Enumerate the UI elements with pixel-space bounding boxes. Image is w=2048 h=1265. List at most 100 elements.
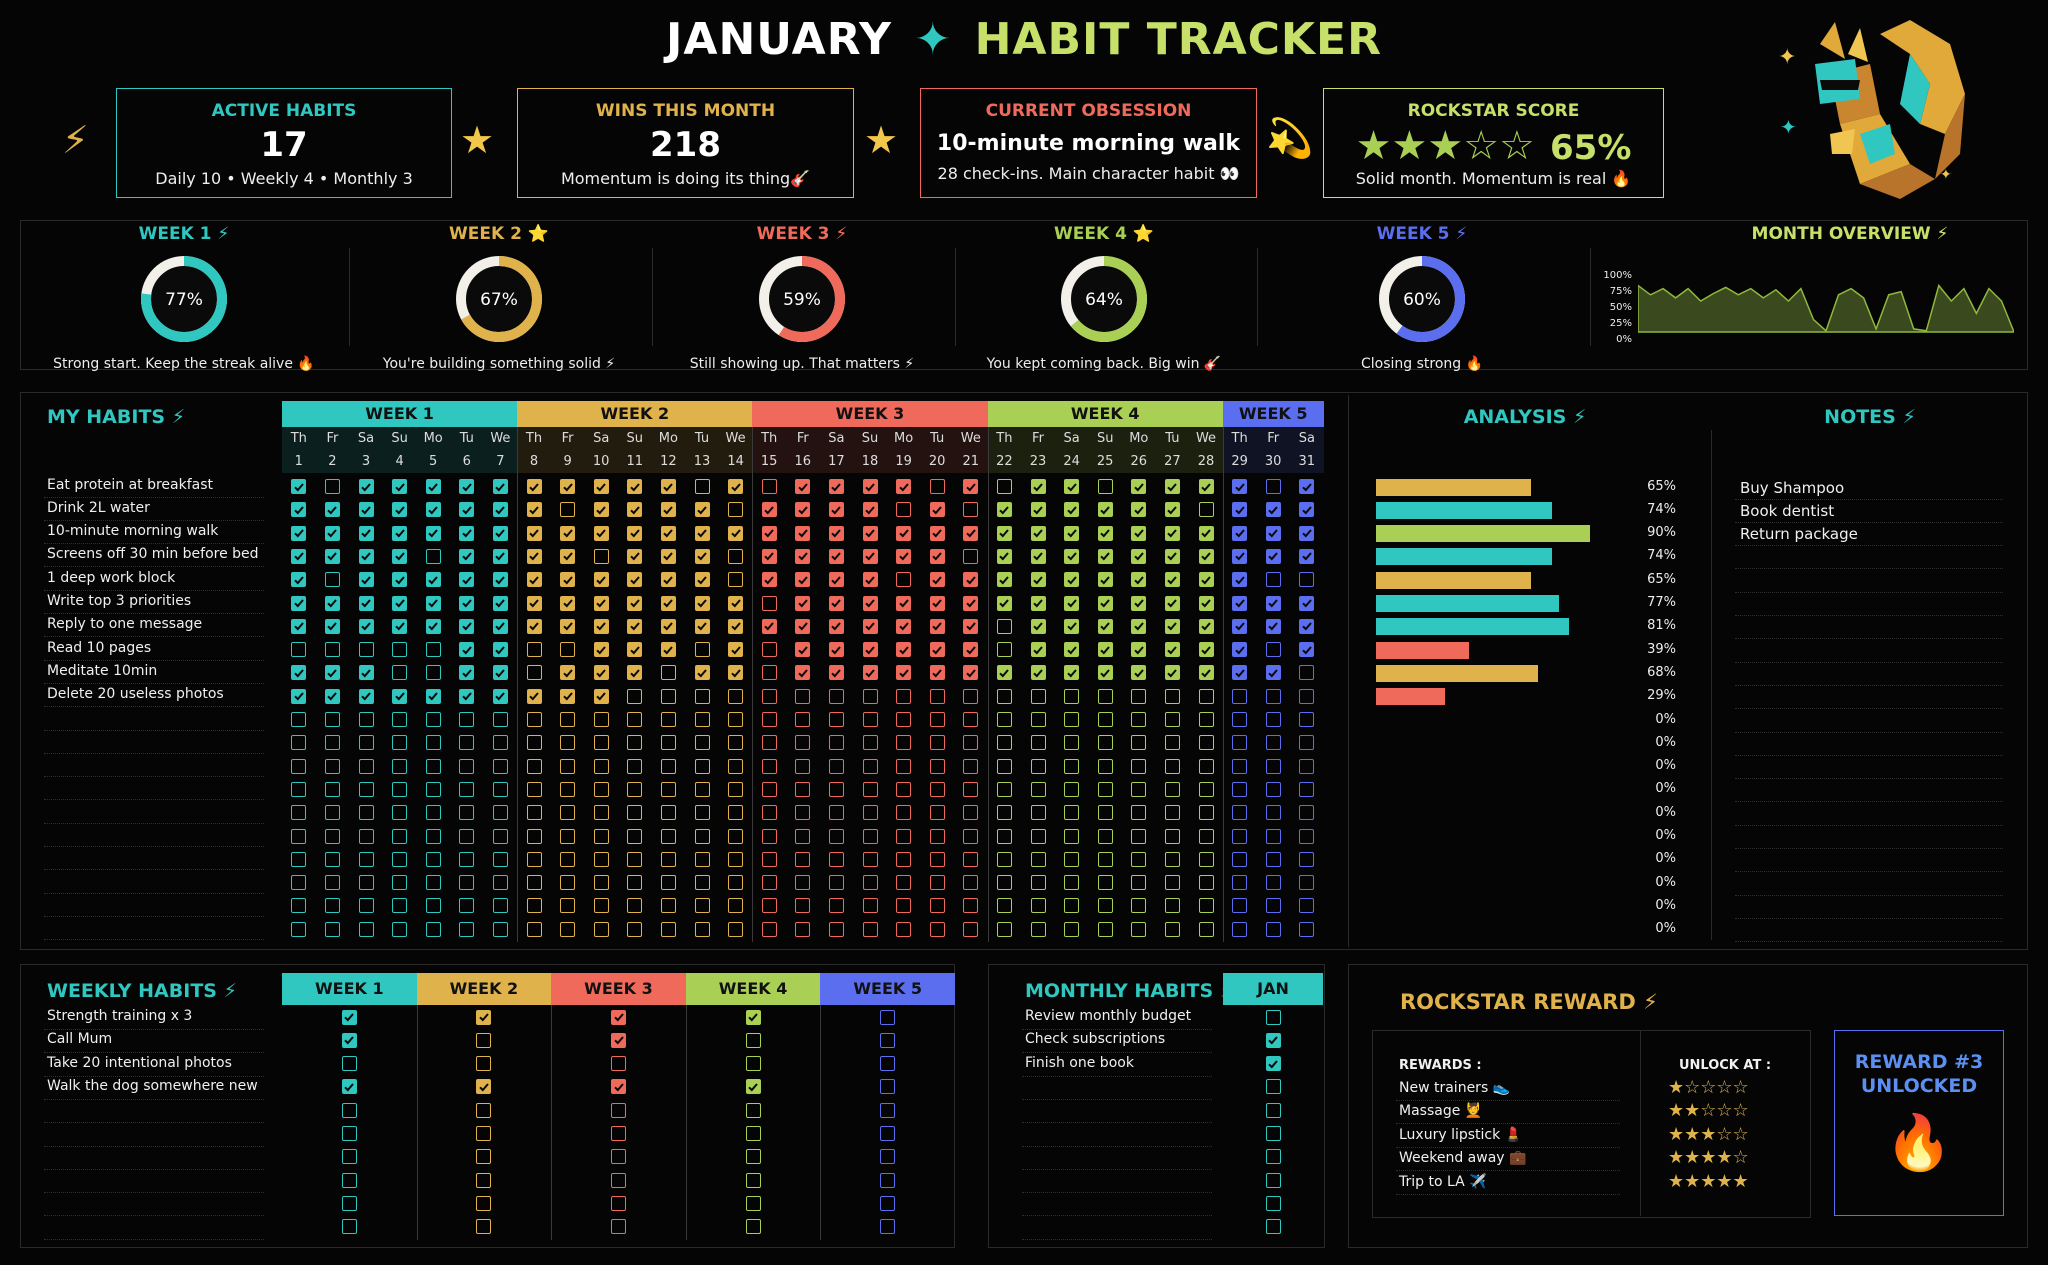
habit-checkbox[interactable] — [1098, 759, 1113, 774]
habit-checkbox[interactable] — [291, 689, 306, 704]
habit-checkbox[interactable] — [1266, 619, 1281, 634]
habit-checkbox[interactable] — [392, 759, 407, 774]
habit-checkbox[interactable] — [1266, 898, 1281, 913]
habit-checkbox[interactable] — [594, 596, 609, 611]
habit-checkbox[interactable] — [896, 526, 911, 541]
habit-checkbox[interactable] — [963, 689, 978, 704]
habit-checkbox[interactable] — [359, 875, 374, 890]
habit-checkbox[interactable] — [1299, 898, 1314, 913]
habit-checkbox[interactable] — [1098, 619, 1113, 634]
weekly-checkbox[interactable] — [746, 1126, 761, 1141]
habit-checkbox[interactable] — [1064, 922, 1079, 937]
weekly-checkbox[interactable] — [342, 1033, 357, 1048]
habit-checkbox[interactable] — [1165, 502, 1180, 517]
habit-checkbox[interactable] — [594, 852, 609, 867]
weekly-checkbox[interactable] — [476, 1126, 491, 1141]
habit-checkbox[interactable] — [527, 735, 542, 750]
habit-checkbox[interactable] — [493, 502, 508, 517]
habit-checkbox[interactable] — [661, 782, 676, 797]
habit-checkbox[interactable] — [863, 782, 878, 797]
habit-checkbox[interactable] — [359, 805, 374, 820]
habit-name[interactable]: 10-minute morning walk — [47, 523, 218, 539]
habit-checkbox[interactable] — [1299, 572, 1314, 587]
habit-checkbox[interactable] — [1266, 549, 1281, 564]
habit-checkbox[interactable] — [695, 712, 710, 727]
habit-checkbox[interactable] — [896, 502, 911, 517]
habit-checkbox[interactable] — [1299, 689, 1314, 704]
weekly-checkbox[interactable] — [611, 1103, 626, 1118]
habit-checkbox[interactable] — [997, 572, 1012, 587]
habit-checkbox[interactable] — [695, 829, 710, 844]
habit-checkbox[interactable] — [661, 572, 676, 587]
habit-checkbox[interactable] — [1131, 852, 1146, 867]
habit-checkbox[interactable] — [1064, 759, 1079, 774]
habit-checkbox[interactable] — [728, 479, 743, 494]
weekly-checkbox[interactable] — [746, 1173, 761, 1188]
habit-checkbox[interactable] — [829, 735, 844, 750]
habit-checkbox[interactable] — [459, 665, 474, 680]
habit-checkbox[interactable] — [493, 829, 508, 844]
habit-checkbox[interactable] — [795, 829, 810, 844]
habit-checkbox[interactable] — [1064, 735, 1079, 750]
habit-checkbox[interactable] — [930, 619, 945, 634]
habit-checkbox[interactable] — [863, 875, 878, 890]
weekly-checkbox[interactable] — [476, 1056, 491, 1071]
habit-checkbox[interactable] — [930, 735, 945, 750]
habit-checkbox[interactable] — [325, 596, 340, 611]
weekly-checkbox[interactable] — [746, 1219, 761, 1234]
habit-checkbox[interactable] — [459, 479, 474, 494]
habit-checkbox[interactable] — [661, 922, 676, 937]
habit-checkbox[interactable] — [527, 875, 542, 890]
habit-checkbox[interactable] — [459, 898, 474, 913]
habit-checkbox[interactable] — [695, 735, 710, 750]
habit-checkbox[interactable] — [1299, 619, 1314, 634]
habit-checkbox[interactable] — [527, 549, 542, 564]
habit-checkbox[interactable] — [863, 829, 878, 844]
habit-checkbox[interactable] — [795, 572, 810, 587]
habit-checkbox[interactable] — [1098, 875, 1113, 890]
habit-checkbox[interactable] — [829, 619, 844, 634]
weekly-checkbox[interactable] — [342, 1056, 357, 1071]
habit-checkbox[interactable] — [1098, 502, 1113, 517]
habit-checkbox[interactable] — [997, 502, 1012, 517]
habit-checkbox[interactable] — [527, 479, 542, 494]
habit-checkbox[interactable] — [930, 852, 945, 867]
habit-checkbox[interactable] — [1131, 922, 1146, 937]
habit-checkbox[interactable] — [997, 852, 1012, 867]
habit-checkbox[interactable] — [426, 526, 441, 541]
habit-checkbox[interactable] — [1131, 549, 1146, 564]
weekly-checkbox[interactable] — [880, 1173, 895, 1188]
habit-checkbox[interactable] — [392, 735, 407, 750]
habit-checkbox[interactable] — [930, 875, 945, 890]
habit-checkbox[interactable] — [930, 642, 945, 657]
habit-checkbox[interactable] — [930, 922, 945, 937]
habit-checkbox[interactable] — [795, 782, 810, 797]
habit-checkbox[interactable] — [795, 712, 810, 727]
habit-checkbox[interactable] — [325, 479, 340, 494]
habit-checkbox[interactable] — [1064, 829, 1079, 844]
habit-checkbox[interactable] — [560, 898, 575, 913]
habit-checkbox[interactable] — [1098, 735, 1113, 750]
weekly-checkbox[interactable] — [880, 1219, 895, 1234]
habit-checkbox[interactable] — [1165, 619, 1180, 634]
habit-checkbox[interactable] — [728, 852, 743, 867]
habit-checkbox[interactable] — [695, 759, 710, 774]
habit-checkbox[interactable] — [493, 712, 508, 727]
habit-checkbox[interactable] — [1031, 502, 1046, 517]
habit-checkbox[interactable] — [661, 898, 676, 913]
habit-checkbox[interactable] — [661, 526, 676, 541]
habit-checkbox[interactable] — [325, 689, 340, 704]
habit-checkbox[interactable] — [392, 689, 407, 704]
habit-checkbox[interactable] — [594, 759, 609, 774]
habit-checkbox[interactable] — [997, 479, 1012, 494]
habit-checkbox[interactable] — [392, 829, 407, 844]
habit-checkbox[interactable] — [829, 479, 844, 494]
habit-checkbox[interactable] — [325, 665, 340, 680]
habit-checkbox[interactable] — [728, 712, 743, 727]
habit-checkbox[interactable] — [594, 526, 609, 541]
weekly-checkbox[interactable] — [476, 1173, 491, 1188]
habit-checkbox[interactable] — [325, 712, 340, 727]
monthly-habit-name[interactable]: Review monthly budget — [1025, 1008, 1191, 1024]
habit-checkbox[interactable] — [359, 596, 374, 611]
habit-checkbox[interactable] — [1299, 502, 1314, 517]
